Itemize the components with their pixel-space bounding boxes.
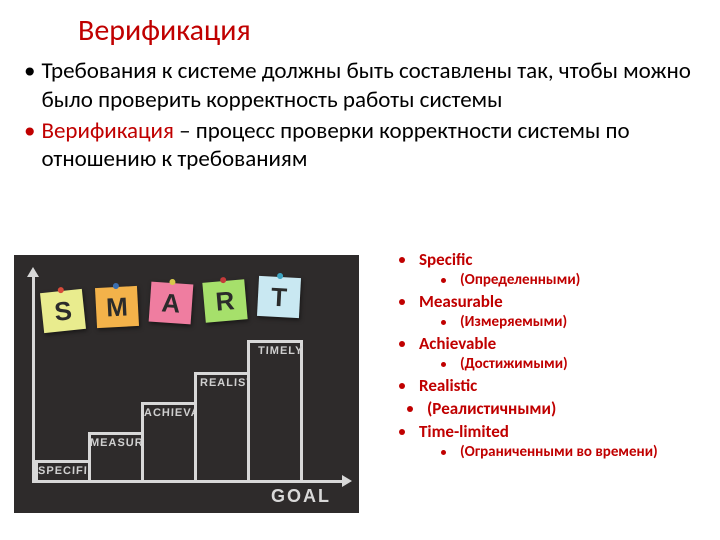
sticky-note-letter: T: [270, 281, 287, 313]
list-item-text: Measurable: [419, 291, 503, 312]
bullet-marker: [407, 406, 413, 412]
stair-step: [247, 340, 303, 480]
goal-label: GOAL: [271, 486, 331, 507]
y-axis: [32, 275, 35, 483]
bullet-text: Верификация – процесс проверки корректно…: [41, 117, 710, 175]
smart-list-item: Time-limited: [399, 421, 720, 442]
sticky-note: R: [202, 279, 247, 323]
list-item-text: Realistic: [419, 375, 477, 396]
smart-list-subitem: (Измеряемыми): [399, 313, 720, 331]
sticky-note: M: [95, 286, 139, 328]
list-item-text: Time-limited: [419, 421, 509, 442]
bullet-marker: [399, 383, 405, 389]
sticky-note: A: [149, 282, 194, 325]
smart-list: Specific(Определенными) Measurable(Измеря…: [359, 245, 720, 513]
x-axis: [32, 480, 344, 483]
sticky-note-letter: R: [214, 285, 235, 318]
pin-icon: [58, 287, 65, 294]
pin-icon: [113, 283, 119, 289]
bullet-marker: [399, 429, 405, 435]
smart-list-item: Achievable: [399, 333, 720, 354]
list-item-text: Achievable: [419, 333, 496, 354]
bullet-marker: [399, 257, 405, 263]
bullet-marker: •: [24, 57, 35, 86]
bullet-marker: [441, 362, 446, 367]
sticky-note-letter: S: [53, 295, 73, 328]
list-item-text: Specific: [419, 249, 473, 270]
list-item-text: (Определенными): [460, 271, 580, 289]
bullet-marker: [399, 341, 405, 347]
sticky-note: T: [257, 276, 301, 318]
list-item-text: (Достижимыми): [460, 355, 568, 373]
pin-icon: [220, 277, 227, 284]
pin-icon: [169, 279, 175, 285]
sticky-note: S: [40, 289, 86, 333]
smart-list-subitem: (Достижимыми): [399, 355, 720, 373]
smart-list-item: Realistic: [399, 375, 720, 396]
smart-list-item: Measurable: [399, 291, 720, 312]
bullet-marker: [399, 299, 405, 305]
bullet-marker: •: [24, 117, 35, 146]
smart-diagram: GOAL SPECIFICMEASURABLEACHIEVABLEREALIST…: [14, 255, 359, 513]
lower-region: GOAL SPECIFICMEASURABLEACHIEVABLEREALIST…: [0, 245, 720, 513]
slide-title: Верификация: [0, 0, 720, 57]
bullet-marker: [441, 450, 446, 455]
smart-list-item: (Реалистичными): [399, 398, 720, 419]
sticky-note-letter: A: [161, 287, 182, 319]
stair-step-label: TIMELY: [258, 345, 304, 357]
bullet-marker: [441, 320, 446, 325]
sticky-note-letter: M: [105, 291, 128, 323]
smart-list-subitem: (Ограниченными во времени): [399, 443, 720, 461]
bullet-text: Требования к системе должны быть составл…: [41, 57, 710, 115]
list-item-text: (Ограниченными во времени): [460, 443, 658, 461]
bullet-marker: [441, 278, 446, 283]
bullet-item: • Требования к системе должны быть соста…: [24, 57, 710, 115]
bullet-item: • Верификация – процесс проверки коррект…: [24, 117, 710, 175]
main-bullets: • Требования к системе должны быть соста…: [0, 57, 720, 174]
bullet-highlight: Верификация: [41, 117, 173, 145]
list-item-text: (Реалистичными): [427, 398, 556, 419]
smart-list-subitem: (Определенными): [399, 271, 720, 289]
smart-list-item: Specific: [399, 249, 720, 270]
list-item-text: (Измеряемыми): [460, 313, 567, 331]
pin-icon: [277, 273, 283, 279]
